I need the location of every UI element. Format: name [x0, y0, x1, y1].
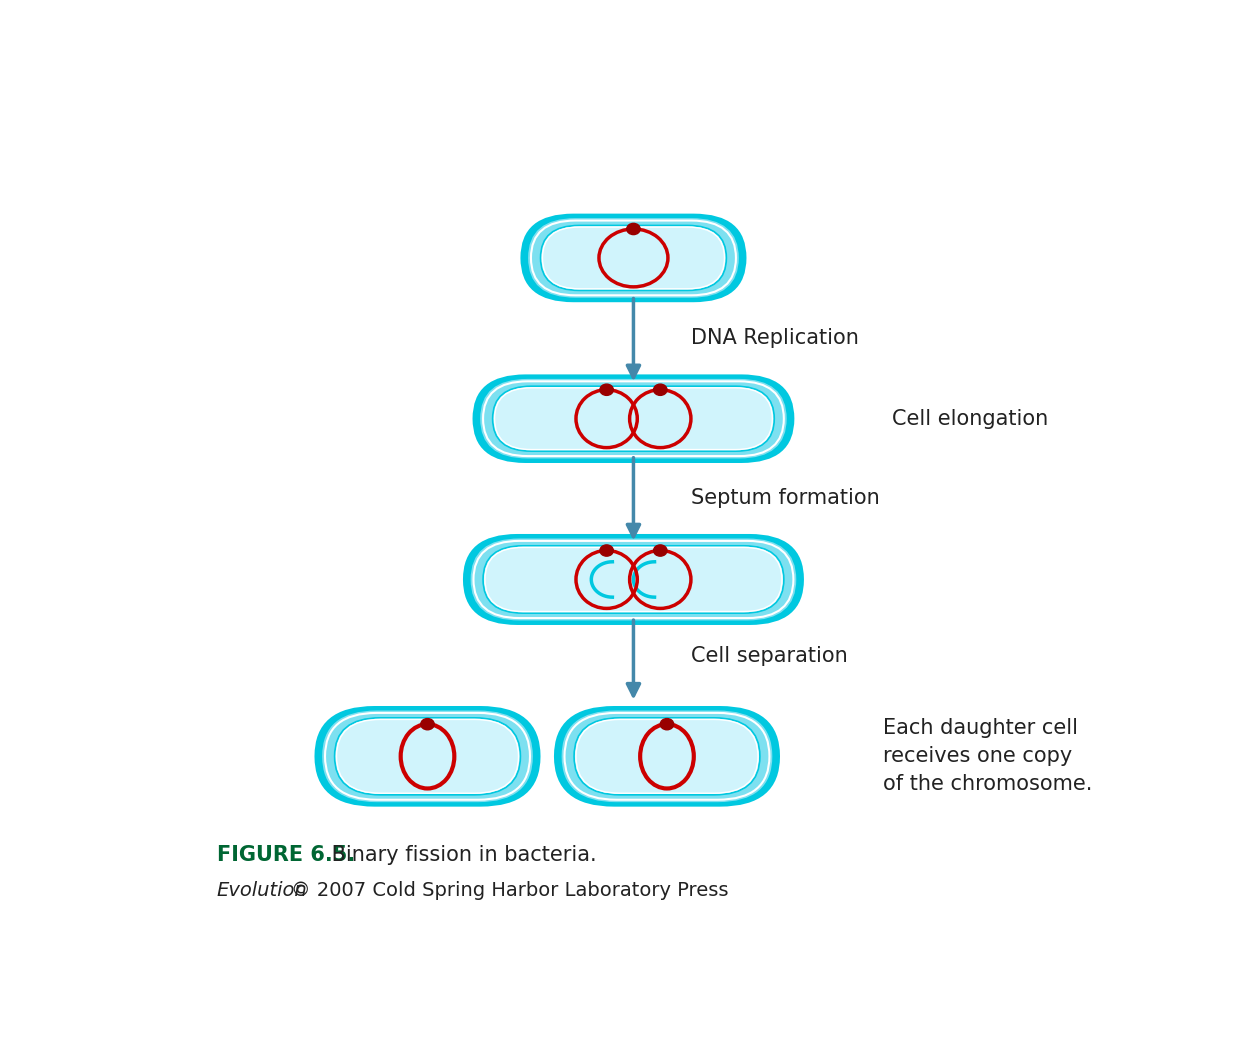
FancyBboxPatch shape [540, 226, 727, 290]
Text: DNA Replication: DNA Replication [691, 328, 859, 349]
Circle shape [599, 545, 613, 556]
FancyBboxPatch shape [471, 539, 796, 620]
FancyBboxPatch shape [574, 718, 760, 794]
FancyBboxPatch shape [335, 718, 520, 794]
FancyBboxPatch shape [323, 711, 533, 802]
FancyBboxPatch shape [493, 386, 774, 451]
FancyBboxPatch shape [561, 711, 772, 802]
Text: Binary fission in bacteria.: Binary fission in bacteria. [325, 846, 597, 865]
FancyBboxPatch shape [554, 706, 780, 807]
FancyBboxPatch shape [520, 214, 747, 302]
Circle shape [654, 384, 667, 396]
Text: Septum formation: Septum formation [691, 489, 880, 508]
FancyBboxPatch shape [464, 533, 803, 625]
Text: Cell elongation: Cell elongation [892, 408, 1048, 429]
FancyBboxPatch shape [472, 375, 795, 462]
FancyBboxPatch shape [483, 546, 784, 613]
Text: Evolution: Evolution [216, 881, 308, 900]
Circle shape [660, 718, 674, 730]
FancyBboxPatch shape [314, 706, 540, 807]
FancyBboxPatch shape [528, 218, 739, 298]
FancyBboxPatch shape [480, 379, 786, 458]
Circle shape [420, 718, 434, 730]
Text: Cell separation: Cell separation [691, 646, 848, 666]
Circle shape [654, 545, 667, 556]
Text: © 2007 Cold Spring Harbor Laboratory Press: © 2007 Cold Spring Harbor Laboratory Pre… [292, 881, 729, 900]
Circle shape [627, 223, 640, 235]
Text: FIGURE 6.5.: FIGURE 6.5. [216, 846, 355, 865]
Text: Each daughter cell
receives one copy
of the chromosome.: Each daughter cell receives one copy of … [883, 718, 1091, 794]
Circle shape [599, 384, 613, 396]
